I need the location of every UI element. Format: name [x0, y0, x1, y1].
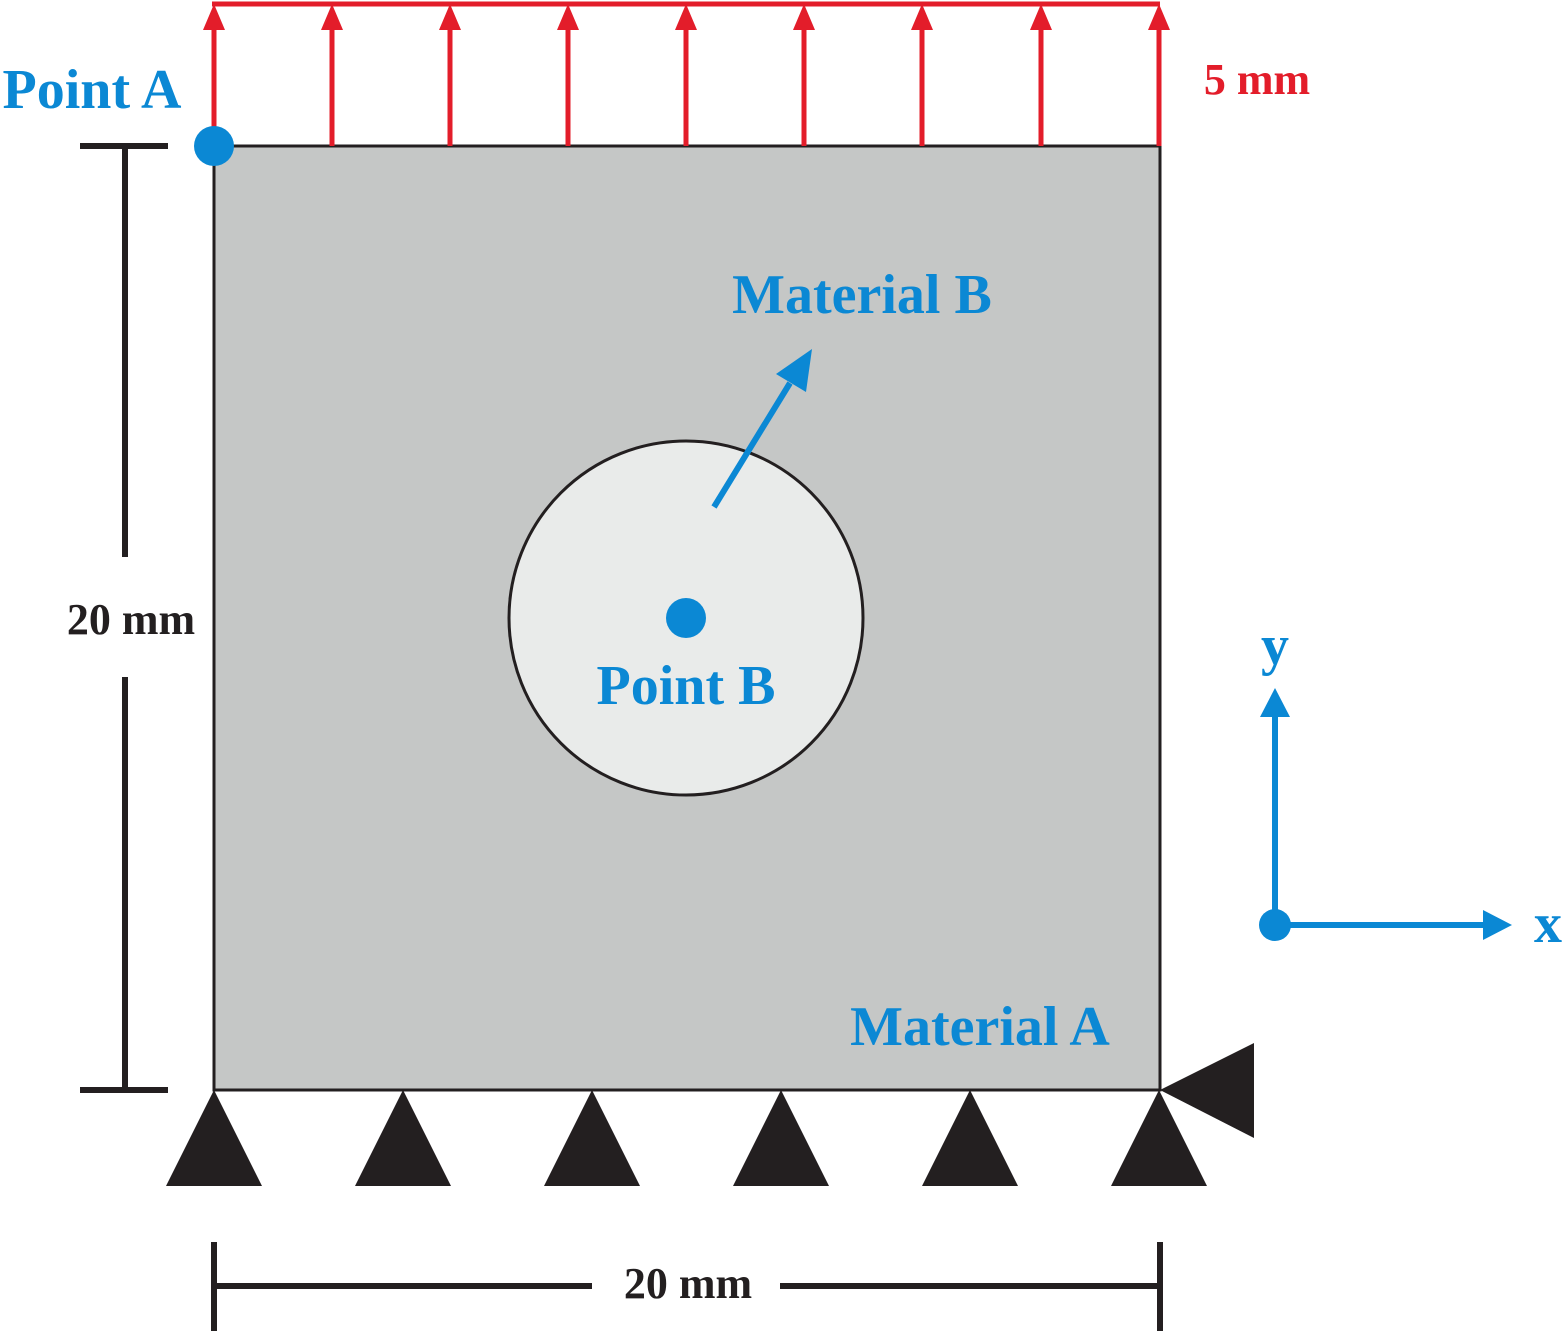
- support-triangle: [355, 1090, 451, 1186]
- material-b-leader-arrowhead: [776, 349, 812, 392]
- width-dim-label: 20 mm: [624, 1259, 752, 1308]
- point-b-label: Point B: [597, 655, 776, 717]
- displacement-arrowhead: [557, 4, 579, 30]
- point-a-label: Point A: [3, 59, 182, 121]
- side-support-triangle: [1160, 1043, 1254, 1138]
- displacement-arrowhead: [675, 4, 697, 30]
- y-axis-label: y: [1261, 615, 1289, 677]
- coordinate-axes: y x: [1259, 615, 1562, 955]
- material-b-label: Material B: [732, 264, 992, 326]
- point-b-marker: [666, 598, 706, 638]
- x-axis-label: x: [1534, 893, 1562, 955]
- support-triangle: [733, 1090, 829, 1186]
- x-axis-arrowhead: [1483, 910, 1512, 940]
- width-dimension: 20 mm: [211, 1242, 1163, 1331]
- displacement-arrowhead: [793, 4, 815, 30]
- displacement-arrowhead: [1030, 4, 1052, 30]
- material-b-leader-line: [711, 381, 793, 509]
- displacement-arrowhead: [203, 4, 225, 30]
- support-triangle: [1111, 1090, 1207, 1186]
- point-a-marker: [194, 126, 234, 166]
- displacement-arrows: [203, 1, 1170, 146]
- support-triangle: [922, 1090, 1018, 1186]
- y-axis-arrowhead: [1260, 688, 1290, 717]
- axes-origin-marker: [1259, 909, 1291, 941]
- height-dimension: 20 mm: [67, 143, 195, 1093]
- support-triangle: [166, 1090, 262, 1186]
- material-a-label: Material A: [850, 996, 1110, 1058]
- displacement-arrowhead: [911, 4, 933, 30]
- displacement-arrowhead: [1148, 4, 1170, 30]
- displacement-arrowhead: [439, 4, 461, 30]
- displacement-label: 5 mm: [1204, 55, 1310, 104]
- height-dim-label: 20 mm: [67, 595, 195, 644]
- support-triangle: [544, 1090, 640, 1186]
- displacement-arrowhead: [321, 4, 343, 30]
- bottom-supports: [166, 1090, 1207, 1186]
